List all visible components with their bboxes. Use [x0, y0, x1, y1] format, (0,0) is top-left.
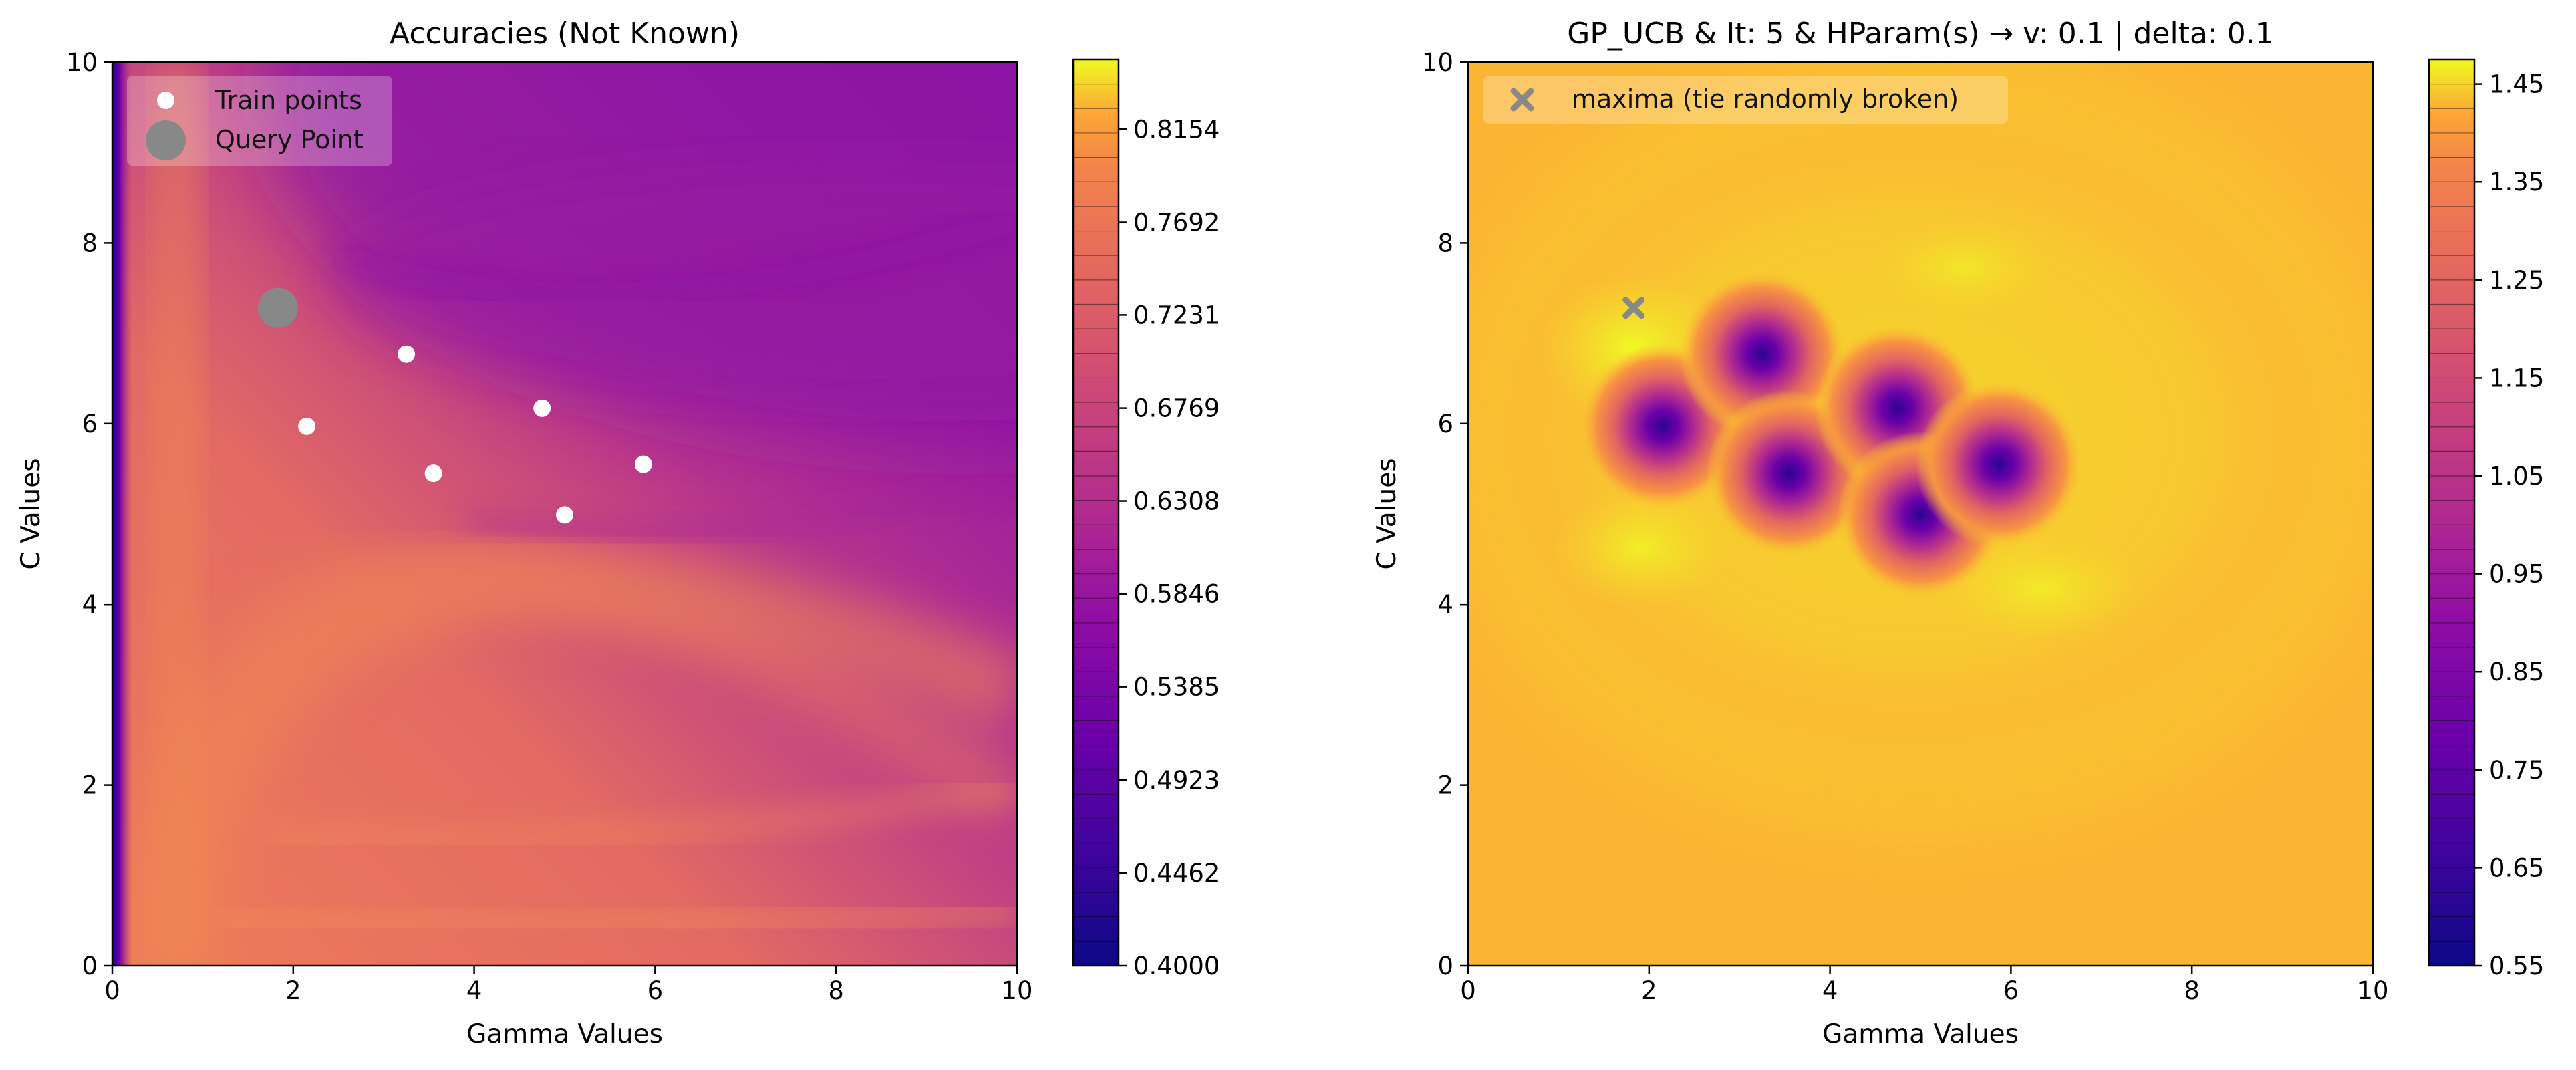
right-heatmap [1468, 62, 2373, 966]
accuracy-panel: Accuracies (Not Known) Train points [16, 17, 1220, 1049]
x-tick-label: 8 [828, 976, 844, 1005]
left-chart-title: Accuracies (Not Known) [390, 17, 740, 51]
x-tick-label: 4 [1822, 976, 1838, 1005]
legend-marker-query-point [146, 120, 186, 160]
colorbar-tick-label: 1.25 [2489, 266, 2544, 295]
left-legend: Train points Query Point [127, 76, 392, 166]
right-legend: maxima (tie randomly broken) [1483, 76, 2008, 124]
y-tick-label: 2 [1437, 771, 1453, 800]
left-scatter-layer [257, 287, 652, 524]
right-colorbar: 0.55 0.65 0.75 0.85 0.95 1.05 1.15 1.25 1.35 1.45 [2428, 58, 2544, 980]
colorbar-tick-label: 0.8154 [1133, 115, 1220, 144]
x-tick-label: 0 [104, 976, 120, 1005]
colorbar-tick-label: 1.05 [2489, 462, 2544, 491]
train-point [533, 399, 551, 417]
x-tick-label: 6 [2003, 976, 2019, 1005]
colorbar-tick-label: 0.65 [2489, 853, 2544, 882]
right-chart-title: GP_UCB & It: 5 & HParam(s) → v: 0.1 | de… [1567, 17, 2273, 51]
left-colorbar: 0.4000 0.4462 0.4923 0.5385 0.5846 0.6308 0.67… [1072, 58, 1220, 980]
left-x-axis: 0 2 4 6 8 10 [104, 966, 1033, 1005]
legend-label-train-points: Train points [214, 86, 362, 115]
left-heatmap [112, 62, 1017, 966]
y-tick-label: 10 [66, 48, 98, 77]
acquisition-dip [1915, 380, 2083, 548]
y-tick-label: 4 [82, 590, 98, 619]
colorbar-tick-label: 0.7231 [1133, 301, 1220, 329]
train-point [398, 345, 416, 363]
colorbar-tick-label: 1.15 [2489, 364, 2544, 392]
x-tick-label: 10 [2357, 976, 2388, 1005]
x-tick-label: 0 [1460, 976, 1476, 1005]
legend-label-query-point: Query Point [215, 125, 364, 154]
colorbar-tick-label: 0.7692 [1133, 208, 1220, 237]
y-tick-label: 6 [82, 410, 98, 438]
colorbar-tick-label: 1.35 [2489, 168, 2544, 196]
colorbar-tick-label: 0.4000 [1133, 952, 1220, 980]
colorbar-tick-label: 0.95 [2489, 560, 2544, 589]
left-x-axis-label: Gamma Values [466, 1019, 663, 1049]
right-y-axis-label: C Values [1372, 458, 1402, 569]
colorbar-tick-label: 0.75 [2489, 756, 2544, 785]
left-y-axis-label: C Values [16, 458, 46, 569]
y-tick-label: 8 [1437, 229, 1453, 257]
colorbar-tick-label: 0.4462 [1133, 859, 1220, 888]
right-axes-frame [1467, 61, 2374, 967]
x-tick-label: 6 [648, 976, 664, 1005]
colorbar-tick-label: 0.85 [2489, 658, 2544, 686]
colorbar-tick-label: 0.6769 [1133, 394, 1220, 423]
legend-marker-train-points [157, 92, 174, 109]
y-tick-label: 4 [1437, 590, 1453, 619]
right-x-axis-label: Gamma Values [1822, 1019, 2019, 1049]
colorbar-tick-label: 0.6308 [1133, 487, 1220, 516]
train-point [424, 464, 442, 483]
y-tick-label: 10 [1422, 48, 1453, 77]
colorbar-tick-label: 0.5385 [1133, 673, 1220, 702]
x-tick-label: 4 [466, 976, 482, 1005]
maxima-point [1622, 297, 1645, 319]
y-tick-label: 2 [82, 771, 98, 800]
y-tick-label: 0 [82, 952, 98, 980]
x-tick-label: 2 [285, 976, 301, 1005]
train-point [634, 455, 652, 473]
right-scatter-layer [1622, 297, 1645, 319]
y-tick-label: 6 [1437, 410, 1453, 438]
train-point [298, 417, 316, 435]
colorbar-tick-label: 0.5846 [1133, 580, 1220, 609]
y-tick-label: 8 [82, 229, 98, 257]
colorbar-tick-label: 0.4923 [1133, 766, 1220, 795]
left-y-axis: 0 2 4 6 8 10 [66, 48, 112, 980]
x-tick-label: 10 [1001, 976, 1032, 1005]
y-tick-label: 0 [1437, 952, 1453, 980]
legend-label-maxima: maxima (tie randomly broken) [1572, 84, 1959, 114]
right-y-axis: 0 2 4 6 8 10 [1422, 48, 1468, 980]
x-tick-label: 2 [1641, 976, 1657, 1005]
query-point [257, 287, 298, 328]
colorbar-tick-label: 0.55 [2489, 952, 2544, 980]
train-point [556, 506, 573, 524]
legend-marker-maxima [1510, 88, 1534, 112]
colorbar-tick-label: 1.45 [2489, 70, 2544, 99]
right-x-axis: 0 2 4 6 8 10 [1460, 966, 2389, 1005]
acquisition-panel: GP_UCB & It: 5 & HParam(s) → v: 0.1 | de… [1372, 17, 2544, 1049]
x-tick-label: 8 [2184, 976, 2200, 1005]
left-axes-frame [111, 61, 1018, 967]
